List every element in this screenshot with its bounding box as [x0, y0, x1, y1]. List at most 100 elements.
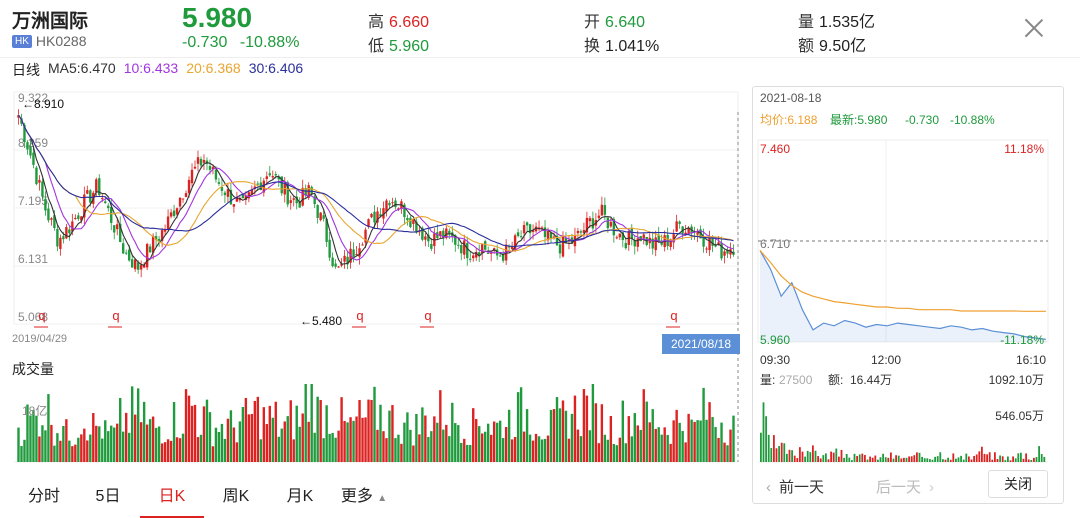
candle: [513, 235, 517, 250]
candle: [337, 266, 340, 268]
candle: [409, 217, 412, 228]
candle: [424, 236, 427, 240]
signal-marker: q: [112, 308, 119, 323]
candle: [481, 244, 484, 254]
volume-bar: [627, 416, 630, 462]
volume-bar: [409, 429, 412, 462]
volume-bar: [298, 426, 301, 462]
candle: [175, 208, 179, 215]
volume-bar: [672, 420, 675, 462]
turnover-stat: 换 1.041%: [584, 32, 659, 56]
candle: [729, 249, 732, 255]
volume-bar: [196, 437, 200, 462]
candle: [208, 165, 212, 170]
volume-bar: [89, 434, 92, 462]
volume-bar: [576, 429, 580, 462]
signal-marker: q: [670, 308, 677, 323]
volume-bar: [125, 412, 128, 462]
volume-bar: [421, 407, 424, 462]
candle: [59, 237, 62, 249]
volume-bar: [193, 404, 197, 462]
candle: [696, 232, 699, 235]
candle: [708, 237, 711, 251]
candle: [501, 254, 505, 261]
volume-bar: [484, 431, 487, 462]
volume-bar: [265, 424, 268, 462]
next-day-button[interactable]: 后一天 ›: [876, 476, 934, 497]
tab-monthly-k[interactable]: 月K: [268, 474, 332, 518]
candle: [546, 231, 550, 241]
candle: [591, 218, 595, 229]
volume-bar: [148, 419, 152, 462]
volume-bar: [594, 403, 598, 462]
candle: [717, 242, 720, 245]
volume-bar: [80, 434, 83, 462]
prev-day-button[interactable]: ‹ 前一天: [766, 476, 824, 497]
tab-daily-k[interactable]: 日K: [140, 474, 204, 518]
volume-bar: [53, 445, 56, 462]
tab-monthly-k-label: 月K: [286, 488, 314, 505]
candle: [190, 169, 194, 184]
candle: [119, 223, 122, 242]
close-panel-button[interactable]: 关闭: [988, 470, 1048, 498]
volume-bar: [475, 419, 478, 462]
volume-bar: [160, 443, 164, 462]
volume-bar: [454, 423, 457, 462]
candle: [612, 218, 616, 236]
candle: [83, 194, 86, 218]
intraday-panel: [752, 86, 1064, 504]
tab-daily-k-label: 日K: [158, 488, 186, 505]
turnover-value: 1.041%: [605, 38, 660, 55]
volume-bar: [660, 434, 663, 462]
candle: [442, 230, 445, 239]
volume-bar: [696, 420, 699, 462]
candle: [582, 230, 586, 234]
volume-bar: [364, 417, 367, 462]
close-icon[interactable]: [1022, 16, 1046, 40]
candle: [373, 211, 376, 223]
candle: [358, 248, 361, 257]
volume-bar: [498, 420, 502, 462]
volume-bar: [466, 444, 469, 462]
volume-y-tick: 18亿: [22, 403, 47, 418]
high-label: 高: [368, 14, 385, 31]
open-label: 开: [584, 14, 601, 31]
candle: [516, 232, 520, 236]
volume-bar: [259, 439, 263, 462]
volume-bar: [250, 413, 254, 462]
tab-more[interactable]: 更多 ▲: [332, 474, 396, 518]
volume-bar: [286, 416, 289, 462]
tab-5day[interactable]: 5日: [76, 474, 140, 518]
candle: [642, 234, 645, 239]
volume-bar: [481, 433, 484, 462]
candle: [271, 176, 274, 178]
ma5-line: [18, 114, 734, 266]
volume-bar: [636, 425, 639, 462]
tab-intraday[interactable]: 分时: [12, 474, 76, 518]
volume-bar: [427, 436, 430, 462]
candle: [41, 181, 44, 197]
volume-bar: [489, 434, 493, 462]
volume-bar: [534, 433, 538, 462]
volume-bar: [232, 427, 236, 462]
volume-bar: [720, 422, 723, 462]
candle: [609, 221, 613, 227]
candle: [618, 233, 622, 238]
volume-bar: [717, 437, 720, 462]
volume-bar: [657, 427, 660, 462]
tab-weekly-k-label: 周K: [222, 488, 250, 505]
candle: [247, 192, 251, 199]
volume-bar: [208, 412, 212, 462]
volume-bar: [343, 420, 346, 462]
volume-bar: [217, 431, 221, 462]
candle: [606, 217, 610, 229]
tab-weekly-k[interactable]: 周K: [204, 474, 268, 518]
volume-bar: [633, 413, 636, 462]
candle: [552, 236, 556, 239]
volume-bar: [163, 442, 167, 462]
volume-bar: [83, 428, 86, 462]
candle: [579, 231, 583, 233]
volume-bar: [172, 402, 176, 462]
candle: [588, 218, 592, 222]
